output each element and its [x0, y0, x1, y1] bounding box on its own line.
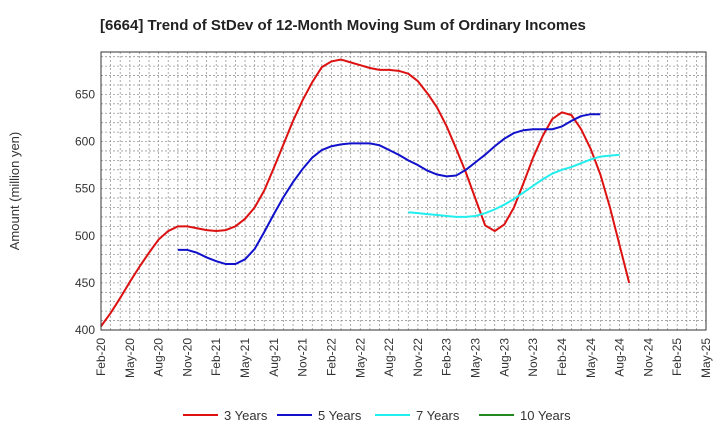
- x-tick-label: Feb-23: [440, 338, 454, 376]
- y-tick-label: 550: [75, 182, 95, 196]
- x-axis-ticks: Feb-20 May-20 Aug-20 Nov-20 Feb-21 May-21 Aug-…: [94, 338, 713, 378]
- x-tick-label: Nov-23: [526, 338, 540, 377]
- plot-area: [100, 51, 707, 331]
- legend: 3 Years 5 Years 7 Years 10 Years: [183, 408, 571, 423]
- x-tick-label: Feb-24: [555, 338, 569, 376]
- legend-label: 10 Years: [520, 408, 571, 423]
- x-tick-label: Aug-20: [152, 338, 166, 377]
- x-tick-label: Feb-25: [670, 338, 684, 376]
- x-tick-label: Feb-20: [94, 338, 108, 376]
- x-tick-label: Aug-24: [613, 338, 627, 377]
- series-line-7-years: [408, 153, 620, 218]
- x-tick-label: May-24: [584, 338, 598, 378]
- y-tick-label: 400: [75, 323, 95, 337]
- legend-label: 3 Years: [224, 408, 268, 423]
- x-tick-label: May-21: [238, 338, 252, 378]
- chart-title: [6664] Trend of StDev of 12-Month Moving…: [100, 17, 586, 34]
- series-line-3-years: [100, 58, 631, 327]
- series-line-5-years: [177, 113, 601, 266]
- grid: [101, 52, 706, 330]
- legend-label: 7 Years: [416, 408, 460, 423]
- y-tick-label: 500: [75, 229, 95, 243]
- x-tick-label: Nov-24: [641, 338, 655, 377]
- x-tick-label: Aug-23: [497, 338, 511, 377]
- x-tick-label: Feb-22: [324, 338, 338, 376]
- y-axis-label: Amount (million yen): [7, 132, 22, 251]
- y-tick-label: 650: [75, 87, 95, 101]
- y-axis-ticks: 400 450 500 550 600 650: [75, 87, 95, 337]
- x-tick-label: Nov-22: [411, 338, 425, 377]
- series-lines: [100, 58, 631, 327]
- x-tick-label: Nov-21: [296, 338, 310, 377]
- x-tick-label: Nov-20: [180, 338, 194, 377]
- legend-label: 5 Years: [318, 408, 362, 423]
- plot-background: [101, 52, 706, 330]
- x-tick-label: Aug-22: [382, 338, 396, 377]
- x-tick-label: May-22: [353, 338, 367, 378]
- y-tick-label: 600: [75, 135, 95, 149]
- x-tick-label: Aug-21: [267, 338, 281, 377]
- x-tick-label: Feb-21: [209, 338, 223, 376]
- x-tick-label: May-20: [123, 338, 137, 378]
- x-tick-label: May-25: [699, 338, 713, 378]
- plot-frame: [100, 51, 707, 331]
- y-tick-label: 450: [75, 276, 95, 290]
- x-tick-label: May-23: [469, 338, 483, 378]
